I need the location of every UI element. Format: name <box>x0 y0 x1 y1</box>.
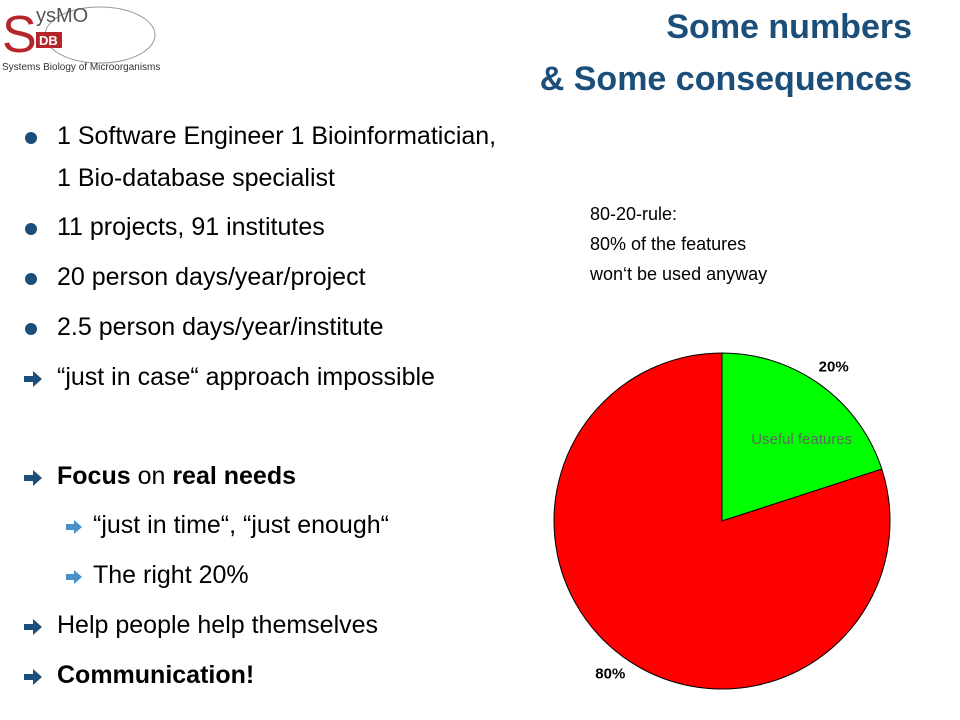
bullet-text: real needs <box>172 462 297 490</box>
note-line: won‘t be used anyway <box>590 264 768 284</box>
slice-label: Useful features <box>751 431 852 448</box>
bullet-text: Help people help themselves <box>57 611 379 639</box>
bullet-arrow <box>66 570 82 584</box>
bullet-arrow <box>66 520 82 534</box>
logo-badge-box <box>36 32 62 48</box>
title-line: & Some consequences <box>539 60 912 98</box>
bullet: 1 Bio-database specialist <box>57 164 335 193</box>
logo: S ysMO DB Systems Biology of Microorgani… <box>2 5 160 73</box>
bullet: Focus on real needs <box>57 462 296 491</box>
sub-bullet-markers <box>66 520 82 584</box>
bullet-text: 1 Software Engineer 1 Bioinformatician, <box>57 122 497 150</box>
bullet-arrow <box>24 619 42 635</box>
bullet: Help people help themselves <box>57 611 378 640</box>
bullet-text: 20 person days/year/project <box>57 263 366 291</box>
bullet-text: 11 projects, 91 institutes <box>57 213 325 241</box>
value-label: 20% <box>819 358 849 375</box>
bullet: 1 Software Engineer 1 Bioinformatician, <box>57 122 496 151</box>
bullet-arrow <box>24 371 42 387</box>
bullet: 2.5 person days/year/institute <box>57 313 384 342</box>
bullet: 20 person days/year/project <box>57 263 366 292</box>
note-line: 80-20-rule: <box>590 204 678 224</box>
logo-badge: DB <box>39 33 58 48</box>
bullet-text: 2.5 person days/year/institute <box>57 313 384 341</box>
bullet: “just in case“ approach impossible <box>57 363 435 392</box>
value-label: 80% <box>595 666 625 683</box>
bullet-dot <box>25 273 37 285</box>
bullet-text: “just in case“ approach impossible <box>57 363 435 391</box>
bullet: 11 projects, 91 institutes <box>57 213 325 242</box>
logo-tagline: Systems Biology of Microorganisms <box>2 62 160 73</box>
bullet: “just in time“, “just enough“ <box>93 511 389 540</box>
logo-name: ysMO <box>36 5 88 27</box>
bullet-text: 1 Bio-database specialist <box>57 164 335 192</box>
bullet-text: Communication! <box>57 661 255 689</box>
pie-slice <box>721 352 883 522</box>
title-line: Some numbers <box>666 8 912 46</box>
bullet-text: “just in time“, “just enough“ <box>93 511 389 539</box>
logo-initial: S <box>2 6 37 64</box>
bullet: The right 20% <box>93 561 249 590</box>
bullet-dot <box>25 132 37 144</box>
bullet-dot <box>25 223 37 235</box>
bullet-markers <box>24 132 42 685</box>
bullet-arrow <box>24 669 42 685</box>
bullet: Communication! <box>57 661 254 690</box>
bullet-text: The right 20% <box>93 561 249 589</box>
pie-slice <box>553 352 891 690</box>
bullet-text: on <box>130 462 173 490</box>
bullet-dot <box>25 323 37 335</box>
bullet-text: Focus <box>57 462 131 490</box>
bullet-arrow <box>24 470 42 486</box>
note-line: 80% of the features <box>590 234 747 254</box>
